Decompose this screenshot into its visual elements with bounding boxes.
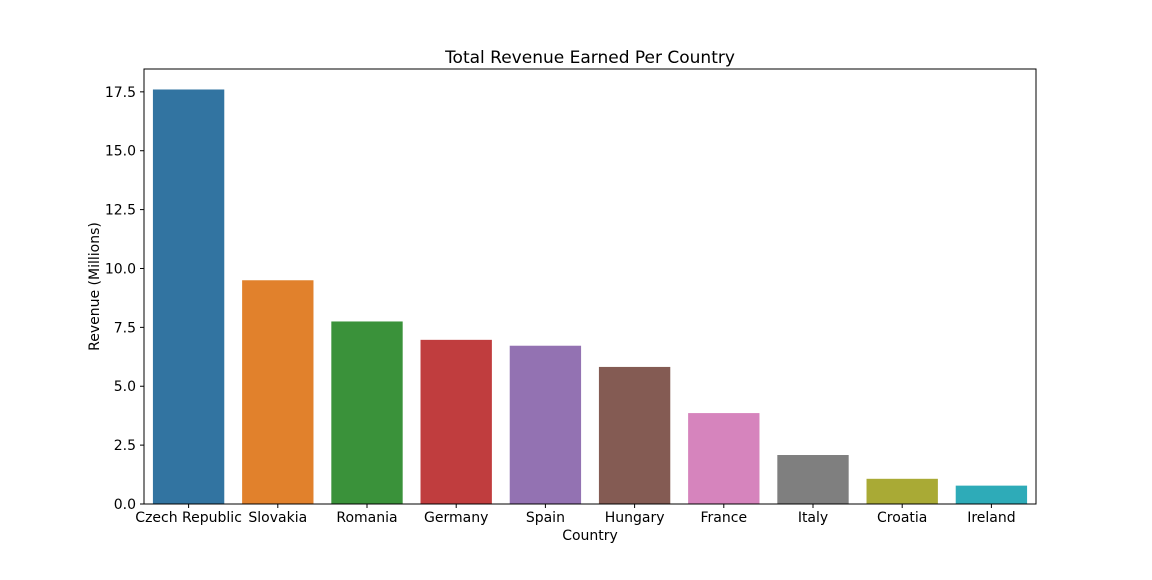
y-tick-label: 5.0 — [114, 379, 136, 395]
y-axis-title: Revenue (Millions) — [87, 222, 103, 351]
bar-ireland — [955, 485, 1028, 504]
axis-ticks-group: Czech Republic Slovakia Romania Germany Spai… — [105, 85, 1016, 526]
bar-hungary — [598, 366, 671, 504]
bar-germany — [420, 339, 492, 504]
bar-france — [688, 413, 760, 504]
x-tick-label: Czech Republic — [135, 510, 242, 526]
x-tick-label: Romania — [336, 510, 397, 526]
x-tick-label: Croatia — [877, 510, 927, 526]
y-tick-label: 10.0 — [105, 261, 136, 277]
bar-slovakia — [242, 280, 314, 504]
plot-area-frame — [143, 68, 1037, 505]
y-tick-label: 15.0 — [105, 144, 136, 160]
y-tick-label: 0.0 — [114, 497, 136, 513]
x-tick-label: Spain — [526, 510, 565, 526]
bar-czech-republic — [152, 89, 225, 505]
x-tick-label: France — [701, 510, 748, 526]
x-tick-label: Hungary — [605, 510, 665, 526]
y-tick-label: 12.5 — [105, 203, 136, 219]
bar-croatia — [866, 478, 938, 504]
chart-title: Total Revenue Earned Per Country — [444, 48, 735, 68]
x-tick-label: Germany — [424, 510, 488, 526]
x-tick-label: Italy — [798, 510, 828, 526]
y-tick-label: 7.5 — [114, 320, 136, 336]
x-tick-label: Slovakia — [248, 510, 307, 526]
y-tick-label: 17.5 — [105, 85, 136, 101]
y-tick-label: 2.5 — [114, 438, 136, 454]
bar-romania — [331, 321, 403, 504]
x-axis-title: Country — [562, 528, 618, 544]
bar-italy — [777, 455, 849, 504]
x-tick-label: Ireland — [967, 510, 1015, 526]
bars-group — [152, 89, 1028, 505]
bar-spain — [509, 345, 582, 504]
